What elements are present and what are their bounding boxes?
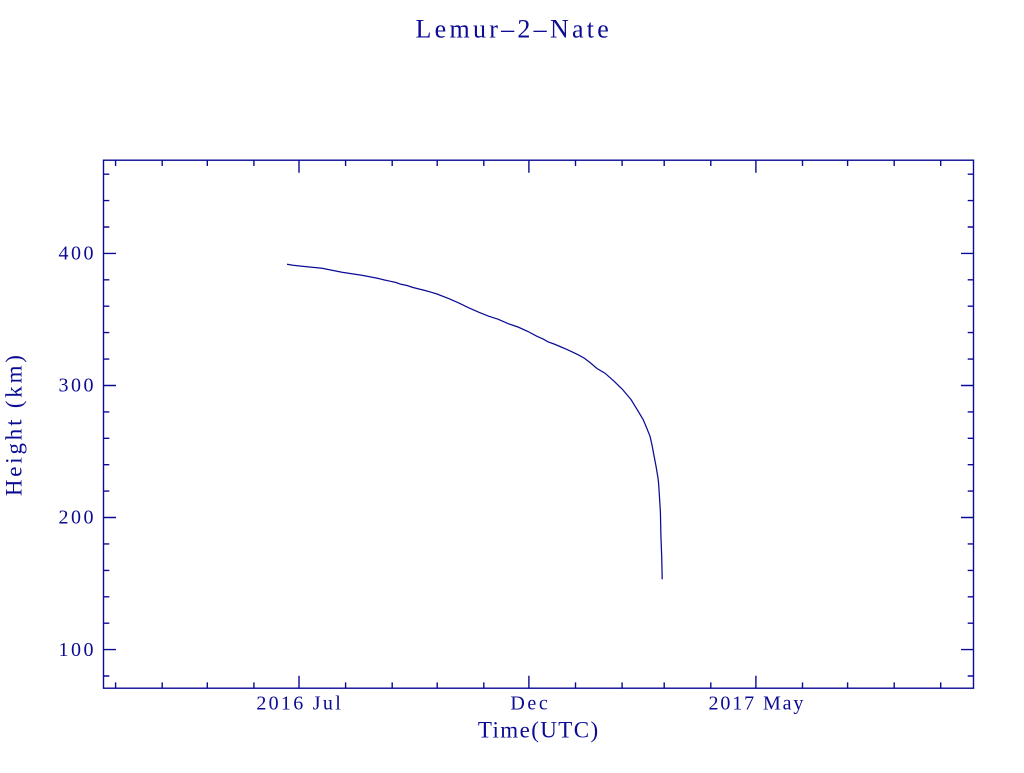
svg-text:Dec: Dec bbox=[510, 693, 550, 715]
svg-text:100: 100 bbox=[59, 639, 97, 661]
svg-text:2016 Jul: 2016 Jul bbox=[256, 693, 343, 715]
svg-text:Lemur–2–Nate: Lemur–2–Nate bbox=[415, 15, 612, 44]
svg-text:400: 400 bbox=[59, 243, 97, 265]
svg-text:2017 May: 2017 May bbox=[708, 693, 805, 715]
svg-text:Time(UTC): Time(UTC) bbox=[478, 718, 600, 743]
svg-text:200: 200 bbox=[59, 507, 97, 529]
svg-text:Height (km): Height (km) bbox=[2, 352, 27, 496]
svg-text:300: 300 bbox=[59, 375, 97, 397]
